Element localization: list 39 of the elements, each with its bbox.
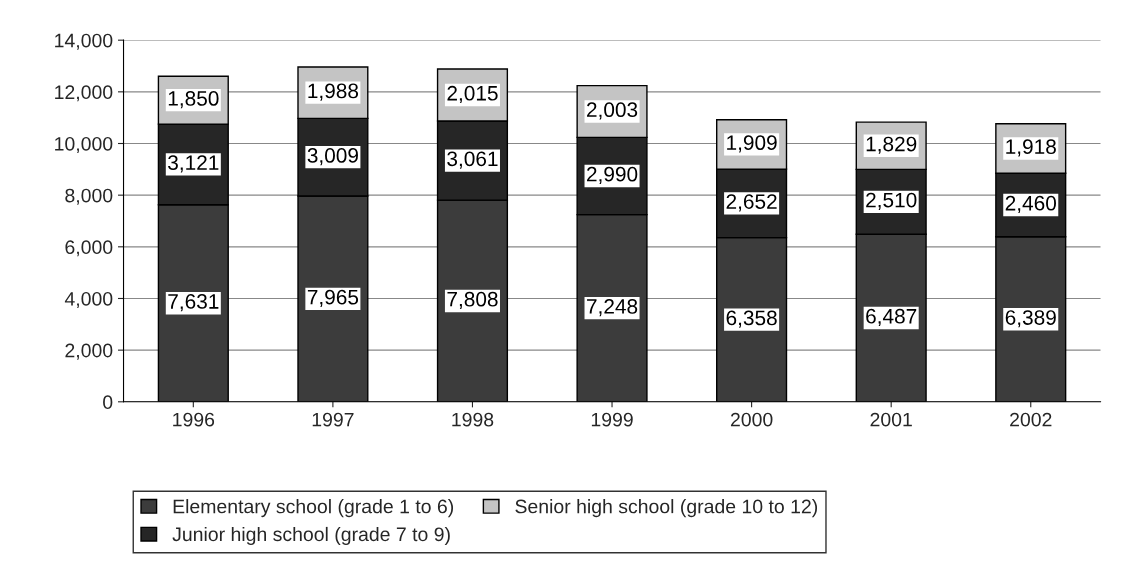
data-label: 1,829 — [866, 136, 917, 154]
data-label: 7,631 — [168, 294, 219, 312]
y-tick-label: 8,000 — [65, 188, 113, 205]
x-tick-label: 1999 — [591, 412, 633, 427]
data-label: 1,988 — [308, 83, 359, 101]
x-tick-label: 2000 — [730, 412, 773, 427]
y-tick-label: 6,000 — [65, 240, 113, 257]
data-label: 2,510 — [866, 192, 917, 210]
data-label: 6,358 — [726, 310, 777, 328]
legend-label: Junior high school (grade 7 to 9) — [172, 526, 450, 546]
data-label: 2,652 — [726, 194, 777, 212]
data-label: 7,248 — [587, 299, 638, 317]
data-label: 2,990 — [587, 166, 638, 185]
data-label: 2,460 — [1005, 195, 1057, 214]
data-label: 2,015 — [447, 85, 498, 104]
data-label: 2,003 — [587, 102, 638, 120]
y-tick-label: 4,000 — [64, 291, 113, 309]
x-tick-label: 1998 — [452, 412, 494, 427]
data-label: 7,965 — [307, 289, 359, 307]
data-label: 1,909 — [727, 135, 777, 153]
y-tick-label: 0 — [103, 395, 113, 410]
x-tick-label: 2002 — [1010, 412, 1052, 427]
data-label: 1,850 — [168, 91, 219, 109]
data-label: 1,918 — [1006, 139, 1056, 157]
y-tick-label: 2,000 — [65, 343, 113, 360]
y-tick-label: 14,000 — [55, 33, 113, 50]
legend-label: Senior high school (grade 10 to 12) — [515, 499, 818, 518]
x-tick-label: 1996 — [173, 412, 215, 427]
data-label: 3,061 — [447, 151, 498, 169]
legend-label: Elementary school (grade 1 to 6) — [173, 499, 454, 518]
x-tick-label: 1997 — [312, 412, 354, 427]
data-label: 6,389 — [1005, 310, 1056, 328]
data-label: 6,487 — [866, 308, 917, 327]
data-label: 3,009 — [307, 148, 358, 166]
data-label: 7,808 — [447, 291, 498, 310]
data-label: 3,121 — [168, 155, 219, 173]
y-tick-label: 12,000 — [55, 85, 113, 102]
x-tick-label: 2001 — [870, 412, 912, 427]
y-tick-label: 10,000 — [55, 136, 113, 154]
